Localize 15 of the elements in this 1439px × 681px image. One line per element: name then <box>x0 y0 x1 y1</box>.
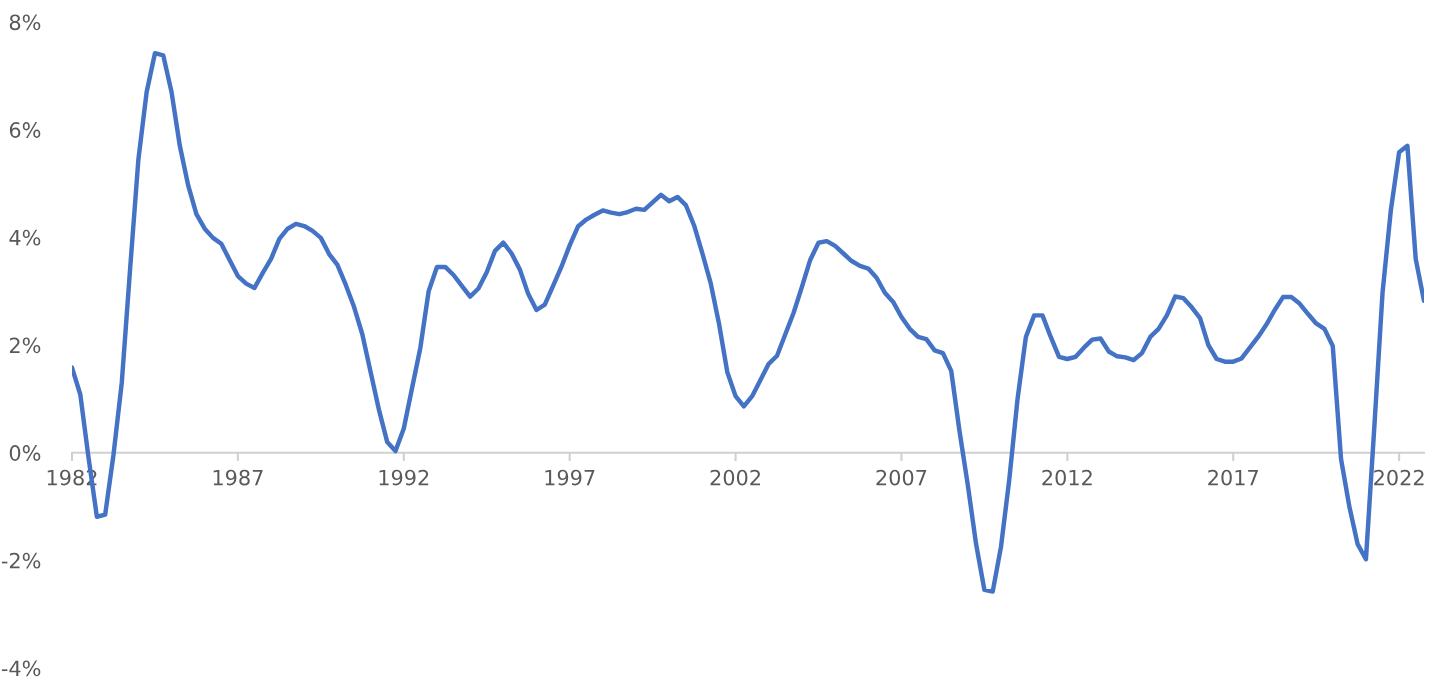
x-tick-label: 2012 <box>1042 469 1092 486</box>
x-tick-label: 1992 <box>379 469 429 486</box>
y-tick-label: -2% <box>1 552 41 569</box>
y-tick-label: 0% <box>9 445 41 461</box>
x-tick-label: 2007 <box>876 469 927 486</box>
y-tick-label: 8% <box>9 14 41 31</box>
x-tick-label: 2022 <box>1374 469 1424 486</box>
x-tick-label: 1987 <box>213 469 263 486</box>
x-tick-label: 2002 <box>710 469 760 486</box>
y-tick-label: -4% <box>1 660 41 677</box>
x-tick-label: 1997 <box>545 469 595 486</box>
y-tick-label: 4% <box>9 229 41 246</box>
y-tick-label: 2% <box>9 337 41 354</box>
x-tick-label: 2017 <box>1208 469 1258 486</box>
y-tick-label: 6% <box>9 122 41 138</box>
